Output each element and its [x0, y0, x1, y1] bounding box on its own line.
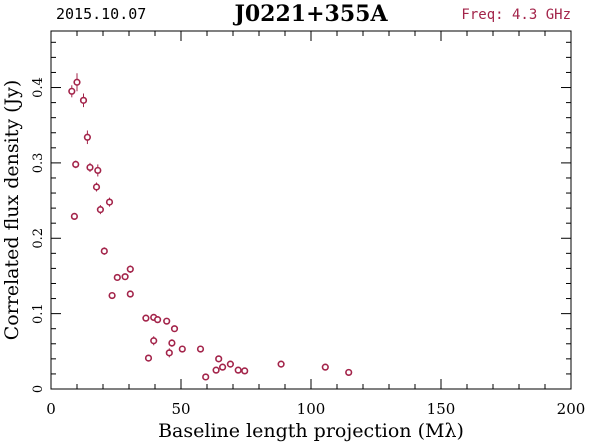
y-tick-label: 0.1 — [31, 303, 46, 324]
data-point — [73, 78, 81, 86]
data-point — [215, 355, 223, 363]
data-point — [241, 367, 249, 375]
data-point — [202, 373, 210, 381]
data-points — [68, 73, 353, 381]
axis-ticks — [50, 31, 572, 390]
data-point — [345, 368, 353, 377]
y-tick-label: 0.2 — [31, 228, 46, 249]
data-point — [168, 339, 176, 347]
data-point — [178, 345, 186, 353]
x-tick-label: 100 — [297, 400, 326, 418]
data-point — [144, 354, 153, 362]
data-point — [150, 337, 158, 345]
data-point — [79, 96, 88, 104]
data-point — [83, 133, 91, 141]
data-point — [142, 314, 150, 322]
axis-tick-labels: 0 50 100 150 200 0 0.1 0.2 0.3 0.4 — [31, 77, 585, 418]
data-point — [72, 160, 80, 169]
x-tick-label: 150 — [427, 400, 456, 418]
data-point — [321, 363, 329, 371]
data-point — [105, 198, 114, 206]
observation-date: 2015.10.07 — [56, 5, 146, 23]
data-point — [100, 247, 108, 255]
data-point — [68, 87, 76, 95]
data-point — [170, 325, 179, 333]
y-tick-label: 0.3 — [31, 153, 46, 174]
data-point — [92, 183, 101, 191]
y-tick-label: 0 — [31, 385, 46, 393]
x-tick-label: 50 — [171, 400, 190, 418]
data-point — [212, 366, 220, 374]
data-point — [126, 265, 134, 273]
data-point — [108, 291, 116, 300]
plot-frame — [50, 30, 572, 390]
data-point — [234, 366, 242, 374]
data-point — [219, 363, 227, 371]
frequency-label: Freq: 4.3 GHz — [461, 7, 571, 23]
y-axis-label: Correlated flux density (Jy) — [1, 80, 23, 341]
data-point — [96, 206, 104, 214]
data-point — [94, 166, 102, 175]
x-axis-label: Baseline length projection (Mλ) — [158, 420, 464, 442]
data-point — [126, 290, 134, 298]
x-tick-label: 200 — [557, 400, 586, 418]
data-point — [121, 273, 129, 281]
x-tick-label: 0 — [46, 400, 56, 418]
y-tick-label: 0.4 — [31, 77, 46, 98]
source-title: J0221+355A — [232, 1, 388, 27]
data-point — [154, 316, 162, 324]
data-point — [277, 360, 285, 368]
data-point — [226, 360, 234, 368]
data-point — [163, 317, 171, 325]
data-point — [165, 349, 173, 357]
data-point — [86, 163, 94, 172]
data-point — [70, 212, 78, 221]
data-point — [113, 273, 121, 282]
data-point — [196, 345, 205, 353]
